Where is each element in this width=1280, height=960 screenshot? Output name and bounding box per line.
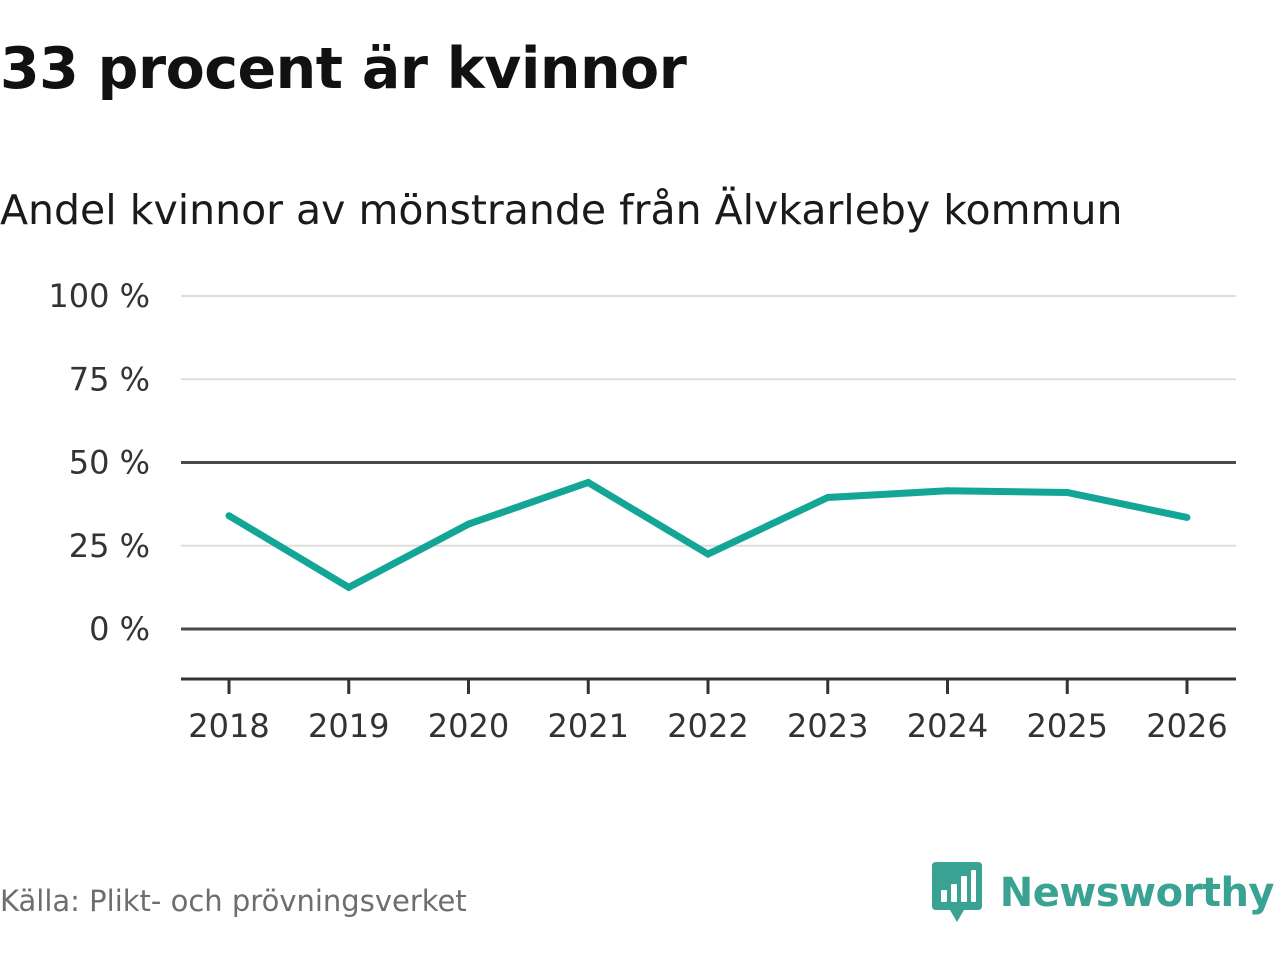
chart-subtitle: Andel kvinnor av mönstrande från Älvkarl… [0, 186, 1123, 234]
data-point-2024 [944, 487, 951, 495]
gridlines [181, 295, 1236, 631]
data-point-2022 [704, 550, 712, 558]
series-layer [225, 478, 1191, 592]
x-tick-label: 2020 [428, 707, 509, 745]
x-tick-label: 2022 [667, 707, 748, 745]
x-tick-label: 2026 [1146, 707, 1227, 745]
chart-headline: 33 procent är kvinnor [0, 36, 687, 102]
source-note: Källa: Plikt- och prövningsverket [0, 884, 467, 918]
y-tick-label: 100 % [48, 277, 150, 315]
x-tick-label: 2025 [1027, 707, 1108, 745]
brand-logo: Newsworthy [931, 862, 1275, 924]
x-tick-label: 2023 [787, 707, 868, 745]
brand-name: Newsworthy [999, 870, 1275, 916]
x-tick-label: 2024 [907, 707, 988, 745]
y-tick-label: 50 % [69, 444, 150, 482]
y-tick-label: 0 % [89, 610, 150, 648]
data-point-2025 [1063, 488, 1071, 496]
data-point-2019 [345, 583, 353, 591]
newsworthy-logo-icon [931, 862, 982, 922]
y-tick-label: 75 % [69, 360, 150, 398]
data-point-2026 [1183, 513, 1191, 521]
y-tick-label: 25 % [69, 527, 150, 565]
data-point-2020 [465, 520, 472, 528]
x-axis: 2018 2019 2020 2021 2022 2023 2024 2025 2026 [181, 677, 1236, 745]
x-tick-label: 2018 [188, 707, 269, 745]
data-point-2023 [824, 493, 832, 501]
x-tick-label: 2021 [548, 707, 629, 745]
y-axis-labels: 100 % 75 % 50 % 25 % 0 % [48, 277, 150, 648]
x-tick-label: 2019 [308, 707, 389, 745]
series-line [227, 478, 1188, 592]
data-point-2021 [584, 478, 592, 486]
data-point-2018 [225, 512, 233, 520]
